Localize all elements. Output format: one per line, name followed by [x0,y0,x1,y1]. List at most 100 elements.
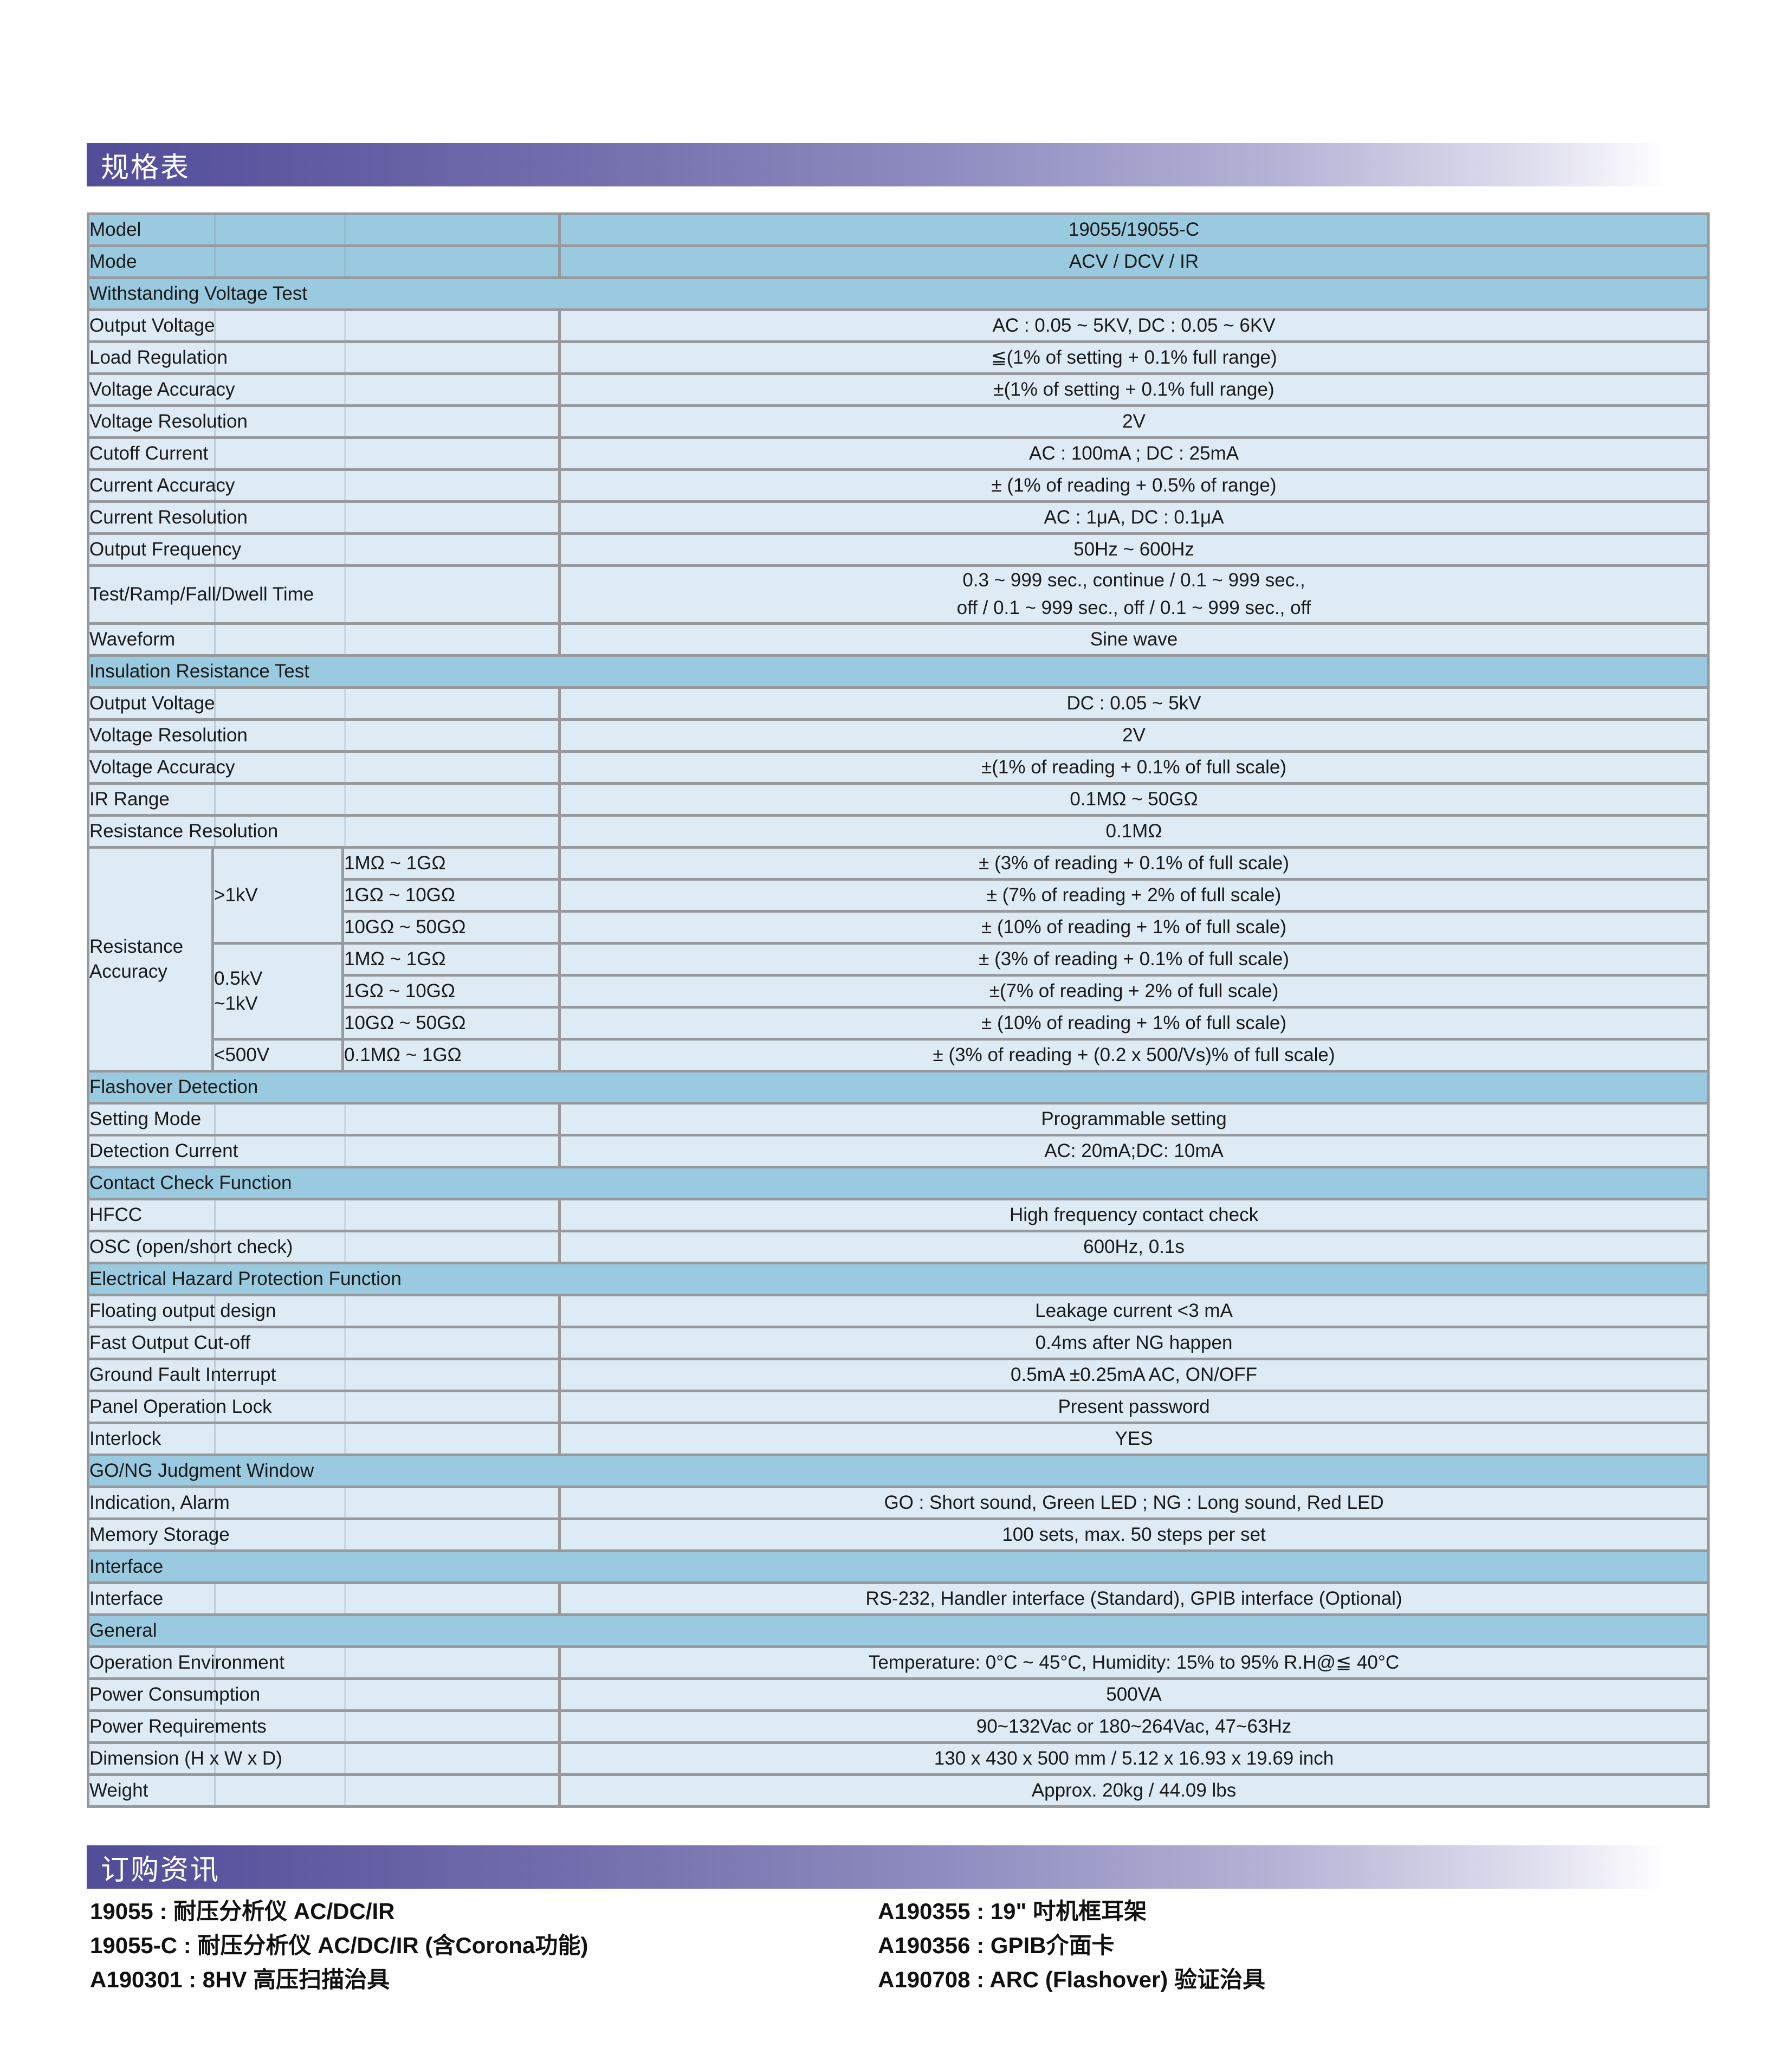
row-value: AC : 100mA ; DC : 25mA [558,436,1710,471]
order-item: A190301 : 8HV 高压扫描治具 [90,1967,390,1992]
order-item: 19055-C : 耐压分析仪 AC/DC/IR (含Corona功能) [90,1933,588,1958]
row-value: Leakage current <3 mA [558,1293,1710,1328]
row-value: AC : 1μA, DC : 0.1μA [558,500,1710,535]
spec-row: Voltage Resolution 2V [86,718,1710,753]
section-label: Withstanding Voltage Test [86,276,1710,311]
row-value: 19055/19055-C [558,212,1710,247]
row-value: 0.3 ~ 999 sec., continue / 0.1 ~ 999 sec… [558,564,1710,625]
section-label: Electrical Hazard Protection Function [86,1261,1710,1296]
row-value: 500VA [558,1677,1710,1712]
spec-row: Panel Operation Lock Present password [86,1389,1710,1424]
row-label: Floating output design [86,1293,561,1328]
section-label: Insulation Resistance Test [86,654,1710,689]
order-item: A190356 : GPIB介面卡 [878,1933,1115,1958]
accuracy-main-label: Resistance Accuracy [87,845,214,1073]
spec-row: Ground Fault Interrupt 0.5mA ±0.25mA AC, … [86,1357,1710,1392]
row-label: Interface [86,1581,561,1616]
row-value: DC : 0.05 ~ 5kV [558,686,1710,721]
row-label: Output Voltage [86,308,561,343]
order-item: 19055 : 耐压分析仪 AC/DC/IR [90,1898,395,1924]
row-label: Operation Environment [86,1645,561,1680]
accuracy-range-label: 1MΩ ~ 1GΩ [341,845,561,881]
row-value: GO : Short sound, Green LED ; NG : Long … [558,1485,1710,1520]
spec-row: Output Frequency 50Hz ~ 600Hz [86,532,1710,567]
spec-row: Power Consumption 500VA [86,1677,1710,1712]
accuracy-value: ± (7% of reading + 2% of full scale) [558,877,1710,913]
row-label: Fast Output Cut-off [86,1325,561,1360]
row-value: 600Hz, 0.1s [558,1229,1710,1264]
spec-row: Load Regulation ≦(1% of setting + 0.1% fu… [86,340,1710,375]
spec-row: Waveform Sine wave [86,622,1710,657]
row-label: Test/Ramp/Fall/Dwell Time [86,564,561,625]
accuracy-value: ± (3% of reading + (0.2 x 500/Vs)% of fu… [558,1037,1710,1073]
accuracy-row: 10GΩ ~ 50GΩ ± (10% of reading + 1% of ful… [88,909,1710,945]
spec-row: Mode ACV / DCV / IR [86,244,1710,279]
spec-header-title: 规格表 [101,152,191,184]
accuracy-range-label: 10GΩ ~ 50GΩ [341,1005,561,1041]
section-row: General [86,1613,1710,1648]
row-label: Mode [86,244,561,279]
order-list-right: A190355 : 19" 吋机框耳架 A190356 : GPIB介面卡 A190… [878,1898,1265,1993]
row-value: AC : 0.05 ~ 5KV, DC : 0.05 ~ 6KV [558,308,1710,343]
row-label: Model [86,212,561,247]
order-list-left: 19055 : 耐压分析仪 AC/DC/IR 19055-C : 耐压分析仪 AC… [90,1898,588,1993]
spec-row: Indication, Alarm GO : Short sound, Green… [86,1485,1710,1520]
spec-row: Voltage Accuracy ±(1% of reading + 0.1% o… [86,750,1710,785]
section-row: Electrical Hazard Protection Function [86,1261,1710,1296]
row-value: 2V [558,404,1710,439]
row-label: Resistance Resolution [86,813,561,849]
spec-row: Model 19055/19055-C [86,212,1710,247]
row-label: Interlock [86,1421,561,1456]
row-label: OSC (open/short check) [86,1229,561,1264]
row-label: Ground Fault Interrupt [86,1357,561,1392]
section-row: Insulation Resistance Test [86,654,1710,689]
row-label: Panel Operation Lock [86,1389,561,1424]
spec-row: Output Voltage DC : 0.05 ~ 5kV [86,686,1710,721]
spec-row: Output Voltage AC : 0.05 ~ 5KV, DC : 0.05… [86,308,1710,343]
spec-row: Fast Output Cut-off 0.4ms after NG happen [86,1325,1710,1360]
accuracy-range-label: 0.1MΩ ~ 1GΩ [341,1037,561,1073]
order-item: A190708 : ARC (Flashover) 验证治具 [878,1967,1265,1992]
row-label: Indication, Alarm [86,1485,561,1520]
row-value: ± (1% of reading + 0.5% of range) [558,468,1710,503]
row-value: Sine wave [558,622,1710,657]
accuracy-range-label: 10GΩ ~ 50GΩ [341,909,561,945]
row-label: Waveform [86,622,561,657]
section-row: Withstanding Voltage Test [86,276,1710,311]
section-row: Interface [86,1549,1710,1584]
accuracy-voltage-label: >1kV [211,845,344,945]
section-label: Contact Check Function [86,1165,1710,1200]
spec-table-body: Model 19055/19055-C Mode ACV / DCV / IR With… [86,212,1710,1808]
row-value: 0.4ms after NG happen [558,1325,1710,1360]
row-value: 90~132Vac or 180~264Vac, 47~63Hz [558,1709,1710,1744]
row-value: 100 sets, max. 50 steps per set [558,1517,1710,1552]
section-row: Flashover Detection [86,1069,1710,1104]
spec-row: Setting Mode Programmable setting [86,1101,1710,1136]
row-value: Programmable setting [558,1101,1710,1136]
accuracy-value: ± (10% of reading + 1% of full scale) [558,1005,1710,1041]
spec-row: Test/Ramp/Fall/Dwell Time 0.3 ~ 999 sec.,… [86,564,1710,625]
section-label: Interface [86,1549,1710,1584]
section-row: GO/NG Judgment Window [86,1453,1710,1488]
accuracy-value: ± (10% of reading + 1% of full scale) [558,909,1710,945]
spec-row: Dimension (H x W x D) 130 x 430 x 500 mm … [86,1741,1710,1776]
row-value: 130 x 430 x 500 mm / 5.12 x 16.93 x 19.6… [558,1741,1710,1776]
accuracy-row: Resistance Accuracy >1kV 1MΩ ~ 1GΩ ± (3% of… [87,845,1710,1073]
row-label: Current Resolution [86,500,561,535]
spec-row: Voltage Resolution 2V [86,404,1710,439]
row-label: Voltage Resolution [86,718,561,753]
row-value: Present password [558,1389,1710,1424]
spec-row: Cutoff Current AC : 100mA ; DC : 25mA [86,436,1710,471]
spec-row: Interlock YES [86,1421,1710,1456]
row-label: Voltage Accuracy [86,372,561,407]
section-label: GO/NG Judgment Window [86,1453,1710,1488]
row-value: 0.5mA ±0.25mA AC, ON/OFF [558,1357,1710,1392]
order-header-title: 订购资讯 [101,1854,221,1886]
spec-row: Current Accuracy ± (1% of reading + 0.5% … [86,468,1710,503]
accuracy-value: ± (3% of reading + 0.1% of full scale) [558,845,1710,881]
row-value: Temperature: 0°C ~ 45°C, Humidity: 15% t… [558,1645,1710,1680]
section-label: Flashover Detection [86,1069,1710,1104]
accuracy-voltage-label: <500V [211,1037,344,1073]
spec-row: Weight Approx. 20kg / 44.09 lbs [86,1773,1710,1808]
row-value: RS-232, Handler interface (Standard), GP… [558,1581,1710,1616]
